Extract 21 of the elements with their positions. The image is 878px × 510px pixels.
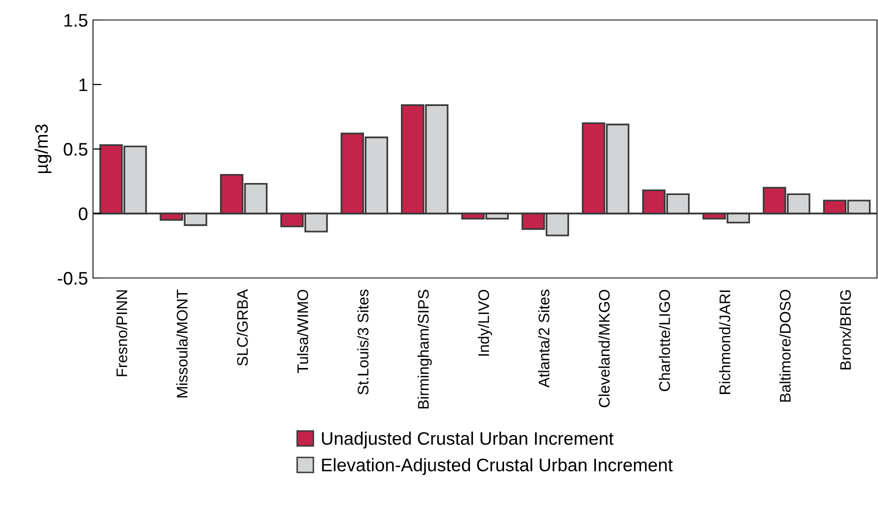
x-tick-label: Baltimore/DOSO [779,290,791,402]
x-tick-label: Cleveland/MKGO [598,290,610,408]
x-tick-label: Bronx/BRIG [840,290,851,370]
legend-label: Elevation-Adjusted Crustal Urban Increment [322,458,673,475]
x-tick-label: Tulsa/WIMO [296,290,308,374]
legend-label: Unadjusted Crustal Urban Increment [322,432,614,448]
x-tick-label: Atlanta/2 Sites [538,290,550,388]
y-tick-label: -0.5 [58,272,88,285]
x-tick-label: Richmond/JARI [719,290,730,394]
x-tick-label: SLC/GRBA [236,289,248,366]
y-axis-title: µg/m3 [34,124,52,174]
x-tick-label: Charlotte/LIGO [658,290,670,392]
x-tick-label: Indy/LIVO [478,290,492,356]
x-tick-label: Missoula/MONT [176,289,188,398]
y-tick-label: 0.5 [64,142,88,156]
y-tick-label: 0 [78,207,88,220]
x-tick-label: St.Louis/3 Sites [357,290,368,395]
x-tick-label: Fresno/PINN [116,290,128,376]
y-tick-label: 1 [79,78,88,92]
x-tick-label: Birmingham/SIPS [418,290,432,408]
y-tick-label: 1.5 [64,14,88,27]
